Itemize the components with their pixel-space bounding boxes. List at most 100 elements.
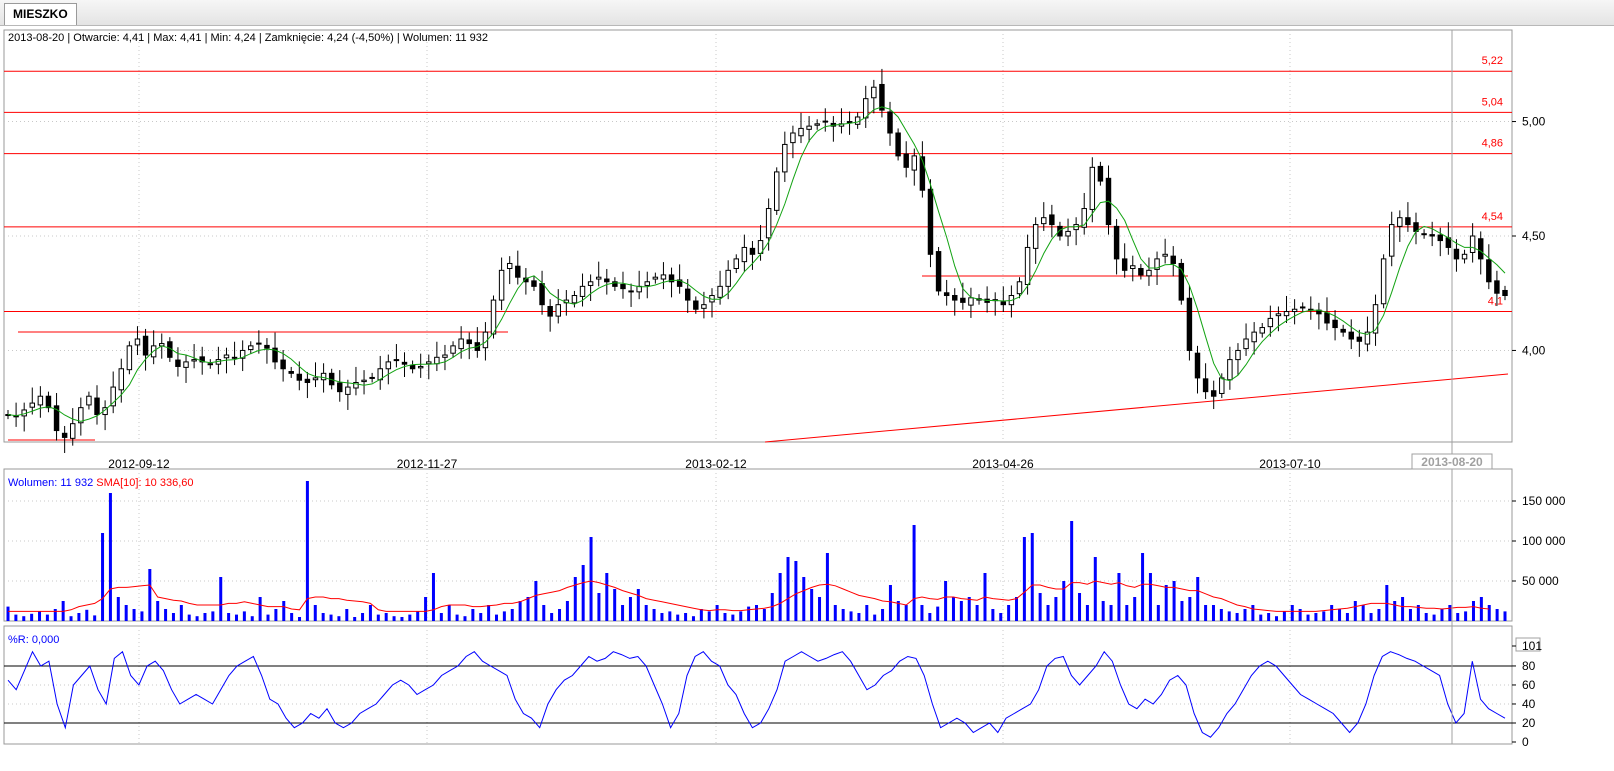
candle-body <box>1016 281 1023 295</box>
volume-y-axis-labels: 50 000 100 000 150 000 <box>1512 494 1566 588</box>
candle-body <box>652 276 659 280</box>
volume-bar <box>53 609 57 621</box>
volume-bar <box>605 573 609 621</box>
volume-bar <box>1180 601 1184 621</box>
volume-bar <box>329 614 333 621</box>
volume-bar <box>282 601 286 621</box>
candle-body <box>1194 352 1201 379</box>
candle <box>1073 217 1079 246</box>
candle-body <box>207 363 214 366</box>
candle-body <box>1138 268 1144 276</box>
candle-body <box>822 120 829 123</box>
volume-bar <box>1424 613 1428 621</box>
candle-body <box>337 382 343 393</box>
candle-body <box>94 397 100 416</box>
volume-bar <box>1377 609 1381 621</box>
candle <box>927 179 934 268</box>
candle <box>272 332 278 370</box>
candle <box>774 167 780 215</box>
volume-bar <box>416 611 420 621</box>
volume-bar <box>502 611 506 621</box>
candle <box>126 341 133 375</box>
candle-body <box>175 359 181 367</box>
candle-body <box>531 280 537 287</box>
candle <box>1243 323 1249 356</box>
candle <box>280 349 286 382</box>
candle-body <box>1275 313 1282 317</box>
cursor-date-box <box>1411 453 1493 470</box>
ohlc-header: 2013-08-20 | Otwarcie: 4,41 | Max: 4,41 … <box>8 32 488 44</box>
volume-bar <box>723 613 727 621</box>
candle-body <box>515 265 521 278</box>
candle-body <box>1469 235 1476 253</box>
volume-bar <box>684 613 688 621</box>
candle <box>992 292 998 316</box>
candle-body <box>1429 234 1435 237</box>
candle-body <box>1032 224 1039 249</box>
candle <box>749 241 756 270</box>
candle-body <box>814 123 820 126</box>
chart-area[interactable]: 2013-08-20 2013-08-20 | Otwarcie: 4,41 |… <box>0 26 1614 771</box>
volume-bar <box>1464 611 1468 621</box>
candle <box>288 366 294 378</box>
candle <box>78 397 84 436</box>
candle-body <box>458 338 464 350</box>
volume-bar <box>30 613 34 621</box>
candle-body <box>749 247 756 255</box>
volume-bar <box>337 616 341 621</box>
volume-bar <box>45 614 49 621</box>
volume-bar <box>747 606 751 621</box>
candle-body <box>126 345 133 371</box>
candle-body <box>118 368 125 391</box>
level-label: 4,86 <box>1482 138 1503 150</box>
volume-bar <box>455 614 459 621</box>
volume-bar <box>1015 597 1019 621</box>
volume-bar <box>1251 605 1255 621</box>
volume-bar <box>463 616 467 621</box>
volume-bar <box>1345 613 1349 621</box>
candle-body <box>952 295 958 301</box>
volume-bar <box>731 614 735 621</box>
candle <box>498 257 505 311</box>
volume-bar <box>1022 537 1026 621</box>
volume-bar <box>1196 577 1200 621</box>
candle-body <box>1364 331 1371 345</box>
candle <box>264 338 270 364</box>
volume-bar <box>1353 601 1357 621</box>
tab-mieszko[interactable]: MIESZKO <box>4 3 77 25</box>
candle <box>1275 306 1282 332</box>
volume-bar <box>1219 609 1223 621</box>
volume-bar <box>833 605 837 621</box>
candle <box>1041 202 1047 231</box>
candle-body <box>846 121 853 124</box>
candle <box>1210 380 1217 410</box>
header-open: 4,41 <box>123 32 144 44</box>
candle <box>668 267 675 298</box>
volume-bar <box>1204 605 1208 621</box>
volume-bar <box>526 597 530 621</box>
x-axis-labels: 2012-09-12 2012-11-27 2013-02-12 2013-04… <box>108 457 1321 471</box>
candle-body <box>935 251 942 292</box>
candle <box>1469 223 1476 263</box>
candle <box>482 322 489 361</box>
candle-body <box>1202 378 1209 393</box>
candle-body <box>345 386 351 395</box>
moving-average-line <box>7 106 1506 422</box>
volume-bar <box>534 581 538 621</box>
candle <box>393 344 400 368</box>
volume-bar <box>361 613 365 621</box>
candle-body <box>1121 258 1128 271</box>
candle-body <box>353 381 359 389</box>
candle-body <box>361 379 367 383</box>
volume-bar <box>101 533 105 621</box>
volume-legend-sma: SMA[10]: 10 336,60 <box>96 477 193 489</box>
candle-body <box>312 377 319 381</box>
candle <box>1267 305 1274 337</box>
candle <box>1356 329 1363 357</box>
candle-body <box>1332 319 1338 329</box>
candle <box>13 402 19 427</box>
candle <box>369 372 375 383</box>
volume-bar <box>1487 605 1491 621</box>
candle <box>191 344 197 369</box>
candle-body <box>409 364 416 370</box>
